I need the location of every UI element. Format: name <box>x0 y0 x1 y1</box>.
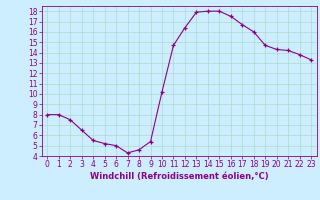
X-axis label: Windchill (Refroidissement éolien,°C): Windchill (Refroidissement éolien,°C) <box>90 172 268 181</box>
